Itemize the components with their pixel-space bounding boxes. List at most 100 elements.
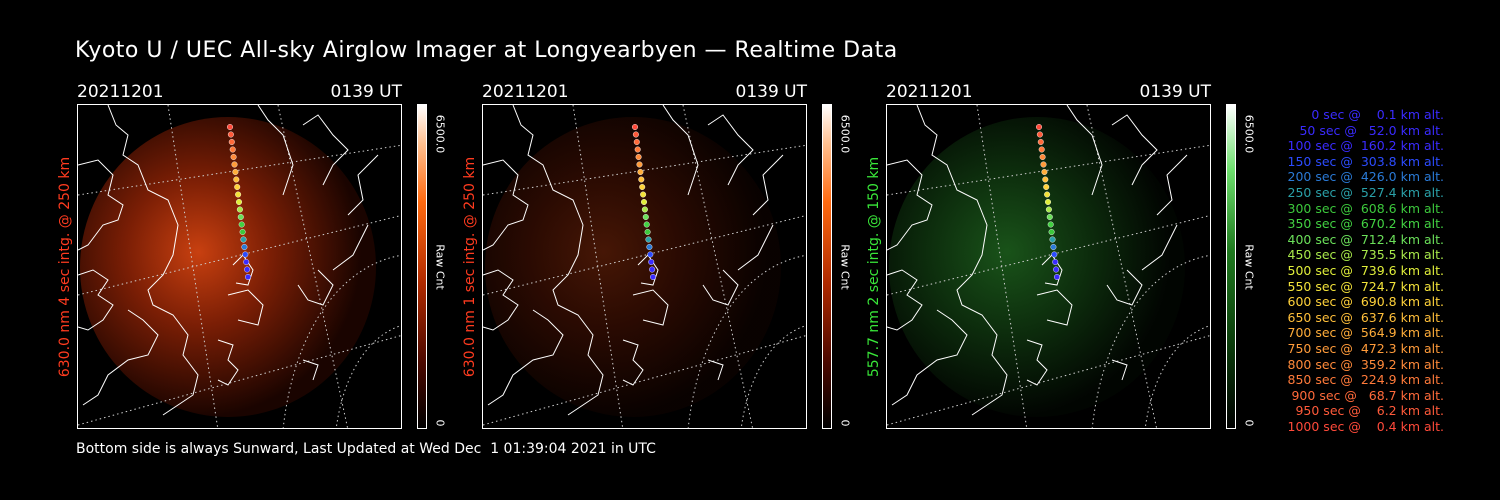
trajectory-point [1045, 206, 1052, 213]
trajectory-point [1046, 213, 1053, 220]
trajectory-point [1040, 161, 1047, 168]
trajectory-point [229, 146, 236, 153]
trajectory-point [241, 243, 248, 250]
trajectory-point [636, 161, 643, 168]
grid-line [335, 325, 401, 428]
allsky-image [482, 104, 807, 429]
colorbar-min-label: 0 [1242, 419, 1256, 427]
coastline [232, 254, 254, 286]
coastline [1066, 105, 1103, 196]
allsky-image [77, 104, 402, 429]
grid-line [887, 214, 1210, 296]
trajectory-point [1037, 139, 1044, 146]
trajectory-point [1048, 228, 1055, 235]
coastline [302, 359, 319, 381]
coastline [512, 105, 604, 416]
trajectory-point [1050, 243, 1057, 250]
trajectory-point [244, 273, 251, 280]
trajectory-point [632, 131, 639, 138]
trajectory-point [1053, 266, 1060, 273]
wavelength-label-text: 630.0 nm 4 sec intg. @ 250 km [57, 156, 73, 377]
trajectory-point [234, 183, 241, 190]
trajectory-point [637, 168, 644, 175]
trajectory-point [640, 191, 647, 198]
trajectory-point [635, 154, 642, 161]
trajectory-point [1036, 131, 1043, 138]
trajectory-point [1044, 198, 1051, 205]
coastline [1141, 224, 1178, 271]
coastline [332, 224, 369, 271]
legend-row: 50 sec @ 52.0 km alt. [1299, 122, 1444, 138]
coastline [107, 105, 199, 416]
coastline [887, 269, 923, 331]
panel-time: 0139 UT [330, 82, 403, 102]
trajectory-point [1035, 124, 1042, 131]
colorbar-unit-label: Raw Cnt [1242, 244, 1256, 290]
trajectory-legend: 0 sec @ 0.1 km alt. 50 sec @ 52.0 km alt.… [1262, 107, 1444, 434]
colorbar-unit-label: Raw Cnt [433, 244, 447, 290]
trajectory-point [641, 206, 648, 213]
coastline [347, 154, 379, 216]
legend-row: 600 sec @ 690.8 km alt. [1287, 294, 1444, 310]
trajectory-point [235, 191, 242, 198]
wavelength-label-text: 557.7 nm 2 sec intg. @ 150 km [866, 156, 882, 377]
coastline [1156, 154, 1188, 216]
grid-line [167, 105, 219, 428]
trajectory-point [226, 124, 233, 131]
trajectory-point [648, 258, 655, 265]
trajectory-point [649, 273, 656, 280]
coastline [887, 159, 933, 251]
legend-row: 400 sec @ 712.4 km alt. [1287, 231, 1444, 247]
legend-row: 800 sec @ 359.2 km alt. [1287, 356, 1444, 372]
coastline [487, 309, 564, 406]
colorbar-unit-label: Raw Cnt [838, 244, 852, 290]
trajectory-point [1038, 146, 1045, 153]
trajectory-point [242, 251, 249, 258]
trajectory-point [642, 213, 649, 220]
trajectory-point [1049, 236, 1056, 243]
trajectory-point [638, 176, 645, 183]
trajectory-point [634, 146, 641, 153]
legend-row: 500 sec @ 739.6 km alt. [1287, 262, 1444, 278]
trajectory-point [239, 228, 246, 235]
trajectory-point [647, 251, 654, 258]
wavelength-label: 630.0 nm 4 sec intg. @ 250 km [56, 104, 74, 429]
coastline [752, 154, 784, 216]
trajectory-point [1041, 168, 1048, 175]
legend-row: 700 sec @ 564.9 km alt. [1287, 325, 1444, 341]
legend-row: 0 sec @ 0.1 km alt. [1311, 107, 1444, 122]
coastline [916, 105, 1008, 416]
coastline [1106, 269, 1143, 306]
colorbar-max-label: 6500.0 [1242, 114, 1256, 154]
colorbar-min-label: 0 [838, 419, 852, 427]
legend-row: 450 sec @ 735.5 km alt. [1287, 247, 1444, 263]
trajectory-point [227, 131, 234, 138]
coastline [637, 254, 659, 286]
coastline [82, 309, 159, 406]
legend-row: 200 sec @ 426.0 km alt. [1287, 169, 1444, 185]
trajectory-point [639, 183, 646, 190]
grid-line [483, 144, 806, 196]
panel-time: 0139 UT [1139, 82, 1212, 102]
legend-row: 750 sec @ 472.3 km alt. [1287, 340, 1444, 356]
trajectory-point [238, 221, 245, 228]
panel-date: 20211201 [482, 82, 569, 102]
allsky-image [886, 104, 1211, 429]
colorbar-max-label: 6500.0 [838, 114, 852, 154]
trajectory-point [243, 258, 250, 265]
panel-time: 0139 UT [735, 82, 808, 102]
grid-line [483, 214, 806, 296]
trajectory-point [631, 124, 638, 131]
colorbar [417, 104, 427, 429]
trajectory-point [1051, 251, 1058, 258]
grid-line [976, 105, 1028, 428]
coastline [662, 105, 699, 196]
coastline [632, 289, 669, 326]
legend-row: 250 sec @ 527.4 km alt. [1287, 184, 1444, 200]
trajectory-point [228, 139, 235, 146]
coastline [1036, 289, 1073, 326]
airglow-panel-1: 20211201 0139 UT 630.0 nm 4 sec intg. @ … [57, 82, 497, 432]
panel-date: 20211201 [886, 82, 973, 102]
coastline [1111, 114, 1158, 186]
airglow-emission [889, 117, 1185, 417]
